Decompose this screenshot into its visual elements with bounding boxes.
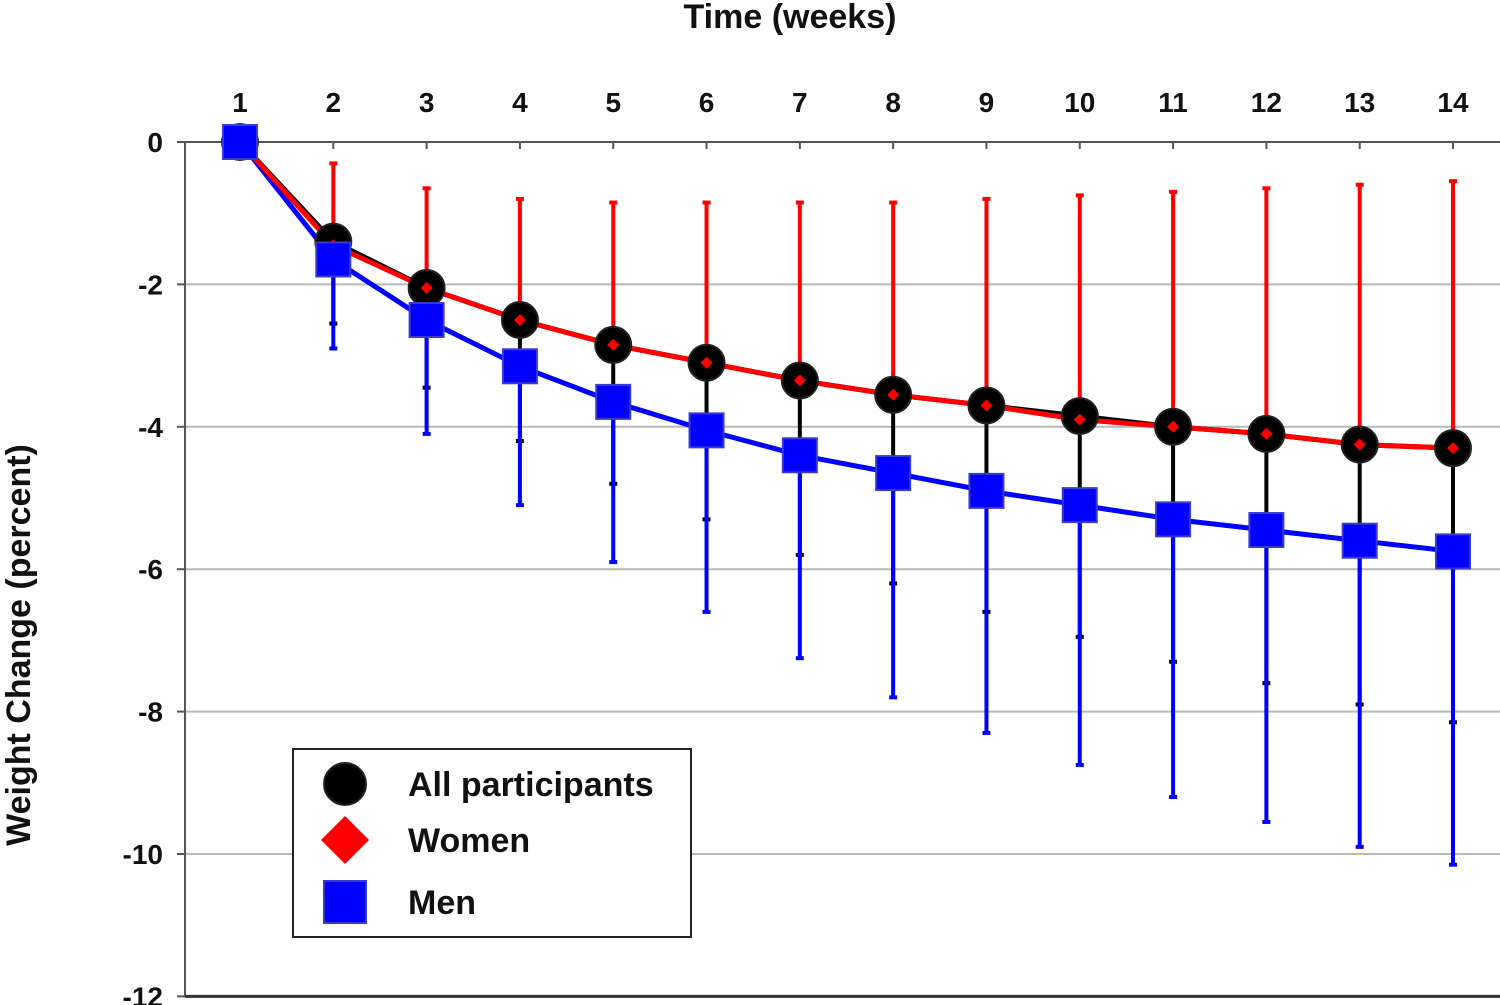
x-tick-label: 3 [419,87,435,118]
data-point [607,338,620,351]
data-point [315,241,352,278]
legend-label: Women [408,822,530,860]
data-point [781,437,818,474]
data-point [968,472,1005,509]
x-tick-label: 2 [326,87,342,118]
data-point [793,374,806,387]
x-tick-label: 7 [792,87,808,118]
data-point [595,383,632,420]
data-point [980,399,993,412]
x-tick-label: 4 [512,87,528,118]
x-tick-label: 9 [979,87,995,118]
legend-marker [323,762,367,806]
data-point [1061,487,1098,524]
x-tick-label: 14 [1437,87,1469,118]
legend: All participants Women Men [292,748,692,938]
data-point [513,314,526,326]
x-tick-label: 8 [885,87,901,118]
data-point [408,302,445,338]
data-point [222,124,258,160]
data-point [1155,501,1192,538]
y-tick-label: -10 [123,839,163,870]
data-point [1260,427,1273,440]
y-axis-label: Weight Change (percent) [0,444,38,846]
axes [177,141,1500,998]
y-tick-label: -6 [138,554,163,585]
y-tick-label: -2 [138,269,163,300]
x-tick-label: 11 [1158,87,1188,118]
legend-label: All participants [408,766,654,804]
y-tick-label: 0 [147,127,163,158]
tick-labels: 0-2-4-6-8-10-121 2 3 4 5 6 7 8 9 10 11 12 13 14 [123,87,1469,1005]
data-point [1341,522,1378,559]
legend-label: Men [408,884,476,922]
x-tick-label: 10 [1064,87,1095,118]
data-point [501,348,538,385]
y-tick-label: -12 [123,981,163,1005]
legend-marker [323,880,367,924]
chart-title: Time (weeks) [684,0,897,36]
data-point [1248,512,1285,549]
y-tick-label: -4 [138,412,163,443]
data-point [420,281,433,294]
data-point [688,412,725,449]
x-tick-label: 13 [1344,87,1375,118]
data-point [1353,438,1366,451]
data-point [1447,442,1459,455]
x-tick-label: 1 [232,87,248,118]
data-point [887,388,900,401]
x-tick-label: 12 [1251,87,1282,118]
legend-marker [321,816,369,864]
data-point [1073,413,1086,426]
y-tick-label: -8 [138,697,163,728]
data-point [875,455,912,492]
x-tick-label: 5 [605,87,621,118]
data-point [1435,533,1471,570]
x-tick-label: 6 [699,87,715,118]
gridlines [185,283,1500,855]
data-point [700,356,713,369]
data-point [1167,420,1180,433]
series-markers [221,123,1472,570]
